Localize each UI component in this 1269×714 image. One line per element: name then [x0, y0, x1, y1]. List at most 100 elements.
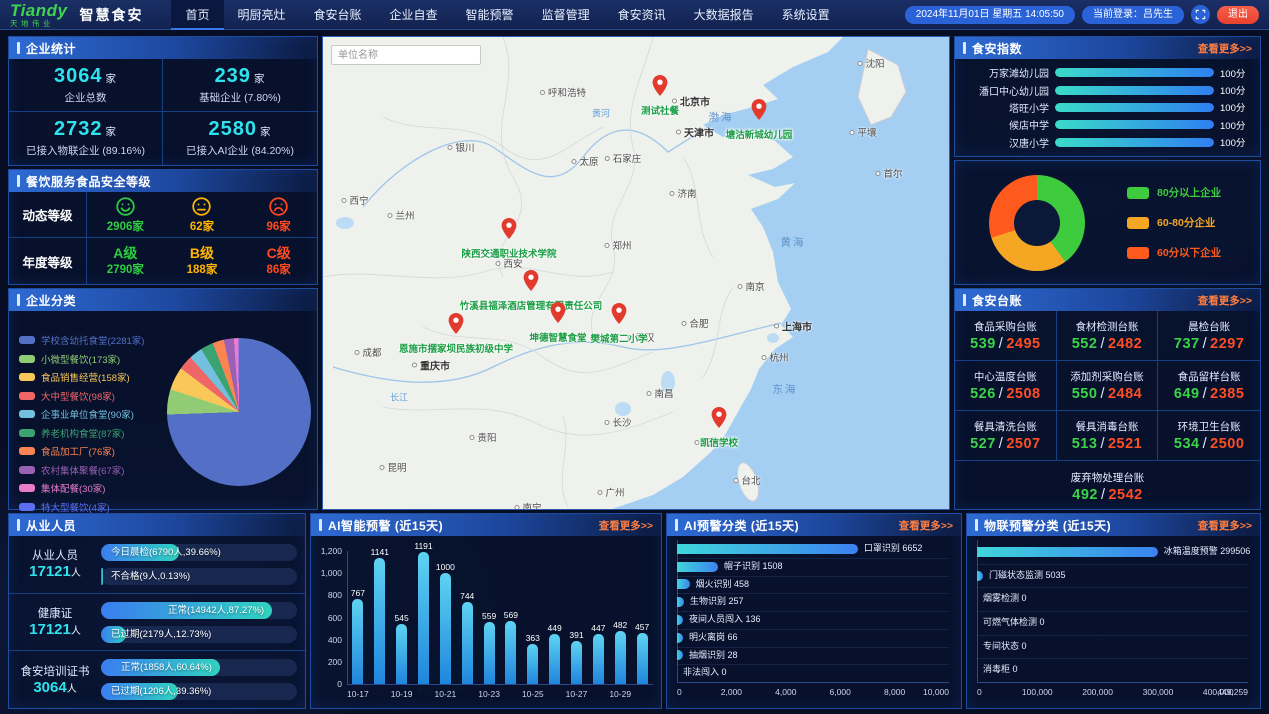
ledger-values: 527/2507 — [970, 436, 1041, 452]
ledger-values: 534/2500 — [1174, 436, 1245, 452]
donut-legend-item-2[interactable]: 60分以下企业 — [1127, 245, 1221, 260]
legend-item-9[interactable]: 特大型餐饮(4家) — [19, 500, 167, 514]
x-axis-tick-label: 10-17 — [347, 689, 369, 699]
bar-value-label: 449 — [547, 623, 562, 633]
city-dot-icon — [539, 89, 545, 95]
food-index-row-0: 万家滩幼儿园 100分 — [963, 65, 1252, 80]
nav-item-5[interactable]: 监督管理 — [541, 7, 590, 22]
stat-value: 2732 家 — [54, 118, 117, 140]
legend-item-4[interactable]: 企事业单位食堂(90家) — [19, 407, 167, 421]
staff-bars: 正常(1858人,60.64%) 已过期(1206人,39.36%) — [101, 659, 297, 701]
donut-legend-item-1[interactable]: 60-80分企业 — [1127, 215, 1221, 230]
nav-item-2[interactable]: 食安台账 — [313, 7, 362, 22]
nav-item-0[interactable]: 首页 — [171, 0, 224, 30]
legend-swatch — [19, 465, 35, 474]
city-name: 石家庄 — [612, 154, 642, 165]
top-navbar: Tiandy 天地伟业 智慧食安 首页 明厨亮灶 食安台账 企业自查 智能预警 监督管理 食… — [0, 0, 1269, 30]
nav-item-6[interactable]: 食安资讯 — [617, 7, 666, 22]
staff-group-name: 从业人员 — [32, 550, 78, 563]
legend-item-5[interactable]: 养老机构食堂(87家) — [19, 426, 167, 440]
staff-bar-text: 今日晨检(6790人,39.66%) — [111, 546, 221, 558]
legend-item-3[interactable]: 大中型餐饮(98家) — [19, 389, 167, 403]
map-pin-icon[interactable] — [611, 303, 627, 329]
nav-item-7[interactable]: 大数据报告 — [693, 7, 754, 22]
map-city-5: 首尔 — [875, 166, 903, 180]
food-index-bar — [1055, 68, 1214, 78]
view-more-link[interactable]: 查看更多>> — [1197, 294, 1252, 307]
map-search-input[interactable] — [331, 45, 481, 65]
y-axis-label: 800 — [327, 590, 342, 601]
legend-item-2[interactable]: 食品销售经营(158家) — [19, 370, 167, 384]
map-pin-icon[interactable] — [501, 218, 517, 244]
staff-group-1: 健康证 17121人 正常(14942人,87.27%) 已过期(2179人,12.7… — [9, 594, 305, 652]
panel-title: AI预警分类 (近15天) — [675, 517, 799, 534]
panel-safety-grade: 餐饮服务食品安全等级 动态等级 2906家 62家 96家 年度等级 A级 2790家 B级 1… — [8, 169, 318, 285]
city-name: 郑州 — [612, 241, 632, 252]
map-pin-icon[interactable] — [523, 270, 539, 296]
staff-bar-text: 已过期(1206人,39.36%) — [111, 686, 212, 698]
legend-item-1[interactable]: 小微型餐饮(173家) — [19, 352, 167, 366]
city-dot-icon — [604, 155, 610, 161]
panel-title: 食安台账 — [963, 292, 1022, 309]
map-pin-icon[interactable] — [711, 407, 727, 433]
nav-item-8[interactable]: 系统设置 — [781, 7, 830, 22]
view-more-link[interactable]: 查看更多>> — [1197, 519, 1252, 532]
panel-title: 食安指数 — [963, 40, 1022, 57]
legend-item-8[interactable]: 集体配餐(30家) — [19, 481, 167, 495]
staff-groups: 从业人员 17121人 今日晨检(6790人,39.66%) 不合格(9人,0.13%… — [9, 536, 305, 708]
staff-bars: 今日晨检(6790人,39.66%) 不合格(9人,0.13%) — [101, 543, 297, 585]
bar-10-27 — [571, 641, 582, 684]
map-pin-icon[interactable] — [751, 99, 767, 125]
fullscreen-button[interactable] — [1191, 5, 1210, 24]
legend-item-6[interactable]: 食品加工厂(76家) — [19, 444, 167, 458]
staff-group-count: 17121人 — [29, 621, 81, 638]
ledger-done-count: 492 — [1072, 486, 1098, 503]
city-name: 南京 — [745, 282, 765, 293]
panel-title: 企业分类 — [17, 292, 76, 309]
x-axis-tick-label: 449,259 — [1217, 687, 1248, 697]
y-axis-label: 200 — [327, 656, 342, 667]
panel-staff: 从业人员 从业人员 17121人 今日晨检(6790人,39.66%) 不合格(9人,… — [8, 513, 306, 709]
map-pin-icon[interactable] — [550, 302, 566, 328]
row-separator — [977, 587, 1248, 589]
hbar-label: 烟火识别 458 — [695, 578, 750, 589]
map-markers-layer: 渤海 黄海 东海 黄河 长江 沈阳 呼和浩特 北京市 天津市 平壤 首尔 银川 石家庄 太原 济南 西宁 兰州郑… — [323, 37, 949, 509]
nav-item-3[interactable]: 企业自查 — [389, 7, 438, 22]
ledger-cell-2: 晨检台账 737/2297 — [1158, 311, 1260, 361]
legend-item-0[interactable]: 学校含幼托食堂(2281家) — [19, 333, 167, 347]
classification-pie-chart[interactable] — [166, 338, 311, 486]
view-more-link[interactable]: 查看更多>> — [1197, 42, 1252, 55]
staff-bar-fill — [101, 601, 273, 619]
city-name: 南宁 — [522, 503, 542, 509]
score-donut-chart[interactable] — [989, 174, 1085, 271]
current-user-display: 当前登录：吕先生 — [1082, 5, 1184, 24]
ledger-cell-4: 添加剂采购台账 550/2484 — [1056, 361, 1159, 411]
y-axis-label: 0 — [337, 679, 342, 689]
ledger-done-count: 552 — [1071, 336, 1098, 352]
legend-item-7[interactable]: 农村集体聚餐(67家) — [19, 463, 167, 477]
city-name: 银川 — [455, 143, 475, 154]
map-city-16: 上海市 — [774, 319, 812, 334]
stat-unit: 家 — [260, 126, 272, 138]
x-axis-tick-label: 10-27 — [565, 689, 588, 699]
nav-item-1[interactable]: 明厨亮灶 — [237, 7, 286, 22]
logout-button[interactable]: 退出 — [1217, 5, 1259, 24]
x-axis-line — [347, 684, 653, 685]
food-index-row-3: 候店中学 100分 — [963, 117, 1252, 132]
y-axis-line — [977, 540, 978, 682]
y-axis-label: 1,200 — [320, 546, 342, 556]
nav-item-4[interactable]: 智能预警 — [465, 7, 514, 22]
map-pin-icon[interactable] — [652, 75, 668, 101]
ledger-cell-5: 食品留样台账 649/2385 — [1158, 361, 1260, 411]
view-more-link[interactable]: 查看更多>> — [898, 519, 953, 532]
ledger-cell-8: 环境卫生台账 534/2500 — [1158, 411, 1260, 461]
map-pin-icon[interactable] — [448, 313, 464, 339]
city-name: 长沙 — [612, 418, 632, 429]
city-dot-icon — [604, 419, 610, 425]
bar-value-label: 1141 — [370, 547, 389, 557]
legend-swatch — [19, 502, 35, 511]
view-more-link[interactable]: 查看更多>> — [598, 519, 653, 532]
donut-legend-item-0[interactable]: 80分以上企业 — [1127, 185, 1221, 200]
staff-bar-fill — [101, 543, 179, 561]
